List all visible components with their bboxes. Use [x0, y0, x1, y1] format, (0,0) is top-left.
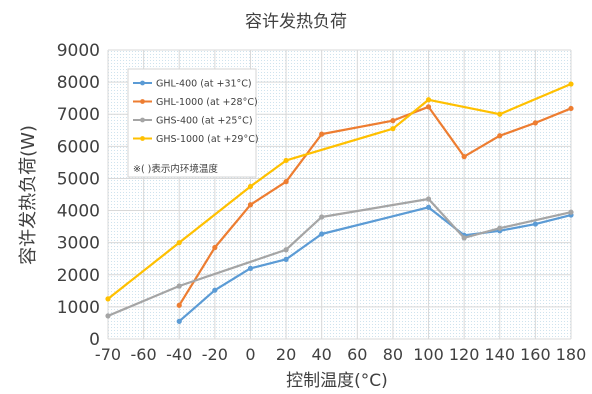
legend-note: ※( )表示内环境温度 — [133, 163, 218, 175]
data-point — [568, 105, 574, 112]
data-point — [568, 81, 574, 87]
legend-label: GHS-1000 (at +29°C) — [156, 134, 259, 145]
series-line — [107, 83, 572, 300]
data-point — [212, 287, 218, 293]
data-point — [532, 120, 538, 126]
x-tick-label: 60 — [347, 345, 367, 364]
data-point — [105, 313, 111, 319]
data-point — [176, 283, 182, 289]
data-point — [425, 196, 432, 202]
data-point — [283, 256, 289, 262]
series — [105, 81, 574, 302]
x-tick-label: -40 — [166, 345, 192, 364]
legend-label: GHL-400 (at +31°C) — [156, 79, 252, 90]
series — [105, 196, 574, 319]
chart-title: 容许发热负荷 — [245, 12, 347, 32]
data-point — [497, 111, 503, 117]
data-point — [461, 235, 467, 241]
data-point — [283, 247, 289, 253]
legend-item: GHS-400 (at +25°C) — [133, 116, 253, 127]
data-point — [212, 244, 218, 251]
x-tick-label: -20 — [202, 345, 228, 364]
x-tick-label: 20 — [276, 345, 296, 364]
y-tick-label: 8000 — [57, 73, 100, 93]
y-tick-label: 0 — [89, 330, 100, 350]
data-point — [176, 240, 182, 246]
legend-marker — [140, 117, 145, 123]
data-point — [497, 225, 503, 231]
legend-marker — [140, 136, 145, 141]
y-tick-label: 9000 — [57, 41, 100, 61]
x-tick-label: -60 — [131, 345, 157, 364]
x-tick-label: 40 — [312, 345, 332, 364]
x-axis-label: 控制温度(°C) — [286, 371, 388, 391]
data-point — [247, 202, 254, 208]
legend-item: GHL-400 (at +31°C) — [133, 79, 252, 90]
x-tick-label: 80 — [383, 345, 403, 364]
y-axis-label: 容许发热负荷(W) — [18, 125, 39, 265]
data-point — [247, 183, 254, 190]
series-line — [178, 206, 572, 323]
y-tick-label: 1000 — [57, 298, 100, 318]
y-tick-label: 6000 — [57, 137, 100, 157]
y-tick-label: 4000 — [57, 202, 100, 222]
data-point — [176, 302, 182, 308]
data-point — [390, 126, 396, 132]
x-tick-label: 0 — [245, 345, 255, 364]
x-tick-label: 120 — [449, 345, 480, 364]
data-point — [461, 154, 467, 160]
data-point — [319, 231, 325, 237]
y-tick-label: 5000 — [57, 169, 100, 189]
data-point — [176, 318, 182, 324]
legend-item: GHL-1000 (at +28°C) — [133, 97, 258, 108]
data-point — [283, 157, 289, 164]
legend-item: GHS-1000 (at +29°C) — [133, 134, 259, 145]
data-point — [105, 296, 111, 302]
legend-marker — [140, 99, 145, 104]
y-tick-label: 7000 — [57, 105, 100, 125]
legend-box — [127, 68, 257, 178]
data-point — [283, 179, 289, 185]
data-point — [319, 214, 325, 220]
data-point — [532, 221, 538, 227]
y-axis-ticks: 0 1000 2000 3000 4000 5000 6000 7000 8000 9000 — [57, 41, 100, 350]
x-tick-label: 160 — [520, 345, 551, 364]
data-point — [568, 209, 574, 215]
series — [176, 104, 574, 308]
data-point — [425, 97, 432, 103]
legend-marker — [140, 80, 145, 86]
legend: GHL-400 (at +31°C) GHL-1000 (at +28°C) GHS… — [127, 68, 259, 178]
y-tick-label: 2000 — [57, 266, 100, 286]
x-tick-label: 180 — [556, 345, 587, 364]
y-tick-label: 3000 — [57, 234, 100, 254]
data-point — [247, 265, 254, 271]
legend-label: GHL-1000 (at +28°C) — [156, 97, 258, 108]
legend-label: GHS-400 (at +25°C) — [156, 116, 253, 127]
series-line — [107, 197, 572, 317]
x-tick-label: -70 — [95, 345, 121, 364]
data-point — [319, 131, 325, 137]
data-point — [390, 118, 396, 124]
x-tick-label: 100 — [413, 345, 444, 364]
data-point — [497, 133, 503, 139]
data-point — [425, 104, 432, 110]
x-tick-label: 140 — [484, 345, 515, 364]
data-point — [425, 204, 432, 210]
x-axis-ticks: -70 -60 -40 -20 0 20 40 60 80 100 120 140 160 180 — [95, 345, 586, 364]
series-layer — [105, 81, 574, 324]
